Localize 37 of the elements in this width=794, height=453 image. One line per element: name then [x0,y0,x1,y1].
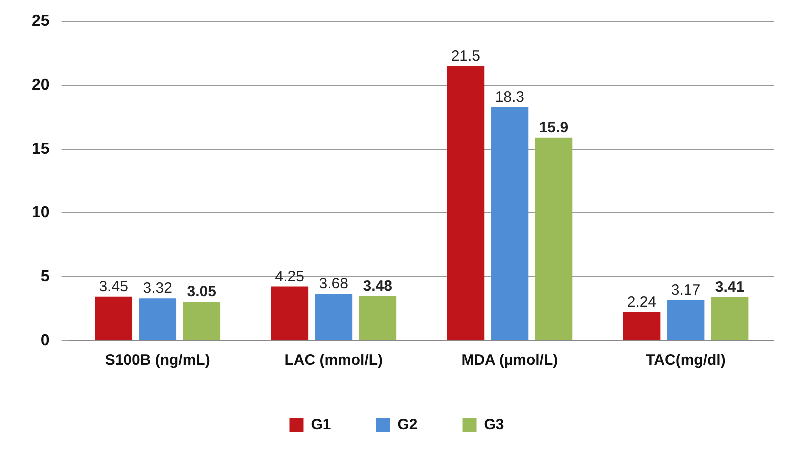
bar [667,300,705,340]
y-tick-label: 0 [40,332,50,350]
y-tick-label: 5 [40,268,50,286]
bar [447,66,485,340]
bar [95,296,133,340]
bar [491,107,529,340]
bar [183,302,221,340]
data-label: 4.25 [275,268,304,286]
x-tick-label: LAC (mmol/L) [284,352,384,370]
x-tick-label: MDA (µmol/L) [462,352,558,370]
legend-label: G1 [311,416,332,434]
legend-label: G3 [484,416,504,434]
bar [535,138,573,340]
data-label: 15.9 [539,120,569,136]
data-label: 2.24 [627,294,657,312]
y-tick-label: 25 [32,13,50,30]
bar [711,297,749,340]
y-tick-label: 10 [32,204,50,222]
data-label: 18.3 [495,88,525,106]
data-label: 3.05 [187,284,216,301]
data-label: 3.48 [363,278,392,296]
data-label: 3.41 [715,279,745,296]
data-label: 3.17 [671,282,701,300]
y-tick-label: 20 [32,76,50,94]
legend-label: G2 [398,416,418,434]
data-label: 3.45 [99,278,128,296]
y-tick-label: 15 [32,140,50,158]
bar [271,286,309,340]
data-label: 3.32 [143,280,172,298]
data-label: 3.68 [319,276,348,293]
bar [623,312,661,340]
x-tick-label: S100B (ng/mL) [105,352,210,370]
bar [315,294,353,340]
data-label: 21.5 [451,48,481,65]
bar [139,298,177,340]
bar [359,296,397,340]
x-tick-label: TAC(mg/dl) [646,352,726,370]
